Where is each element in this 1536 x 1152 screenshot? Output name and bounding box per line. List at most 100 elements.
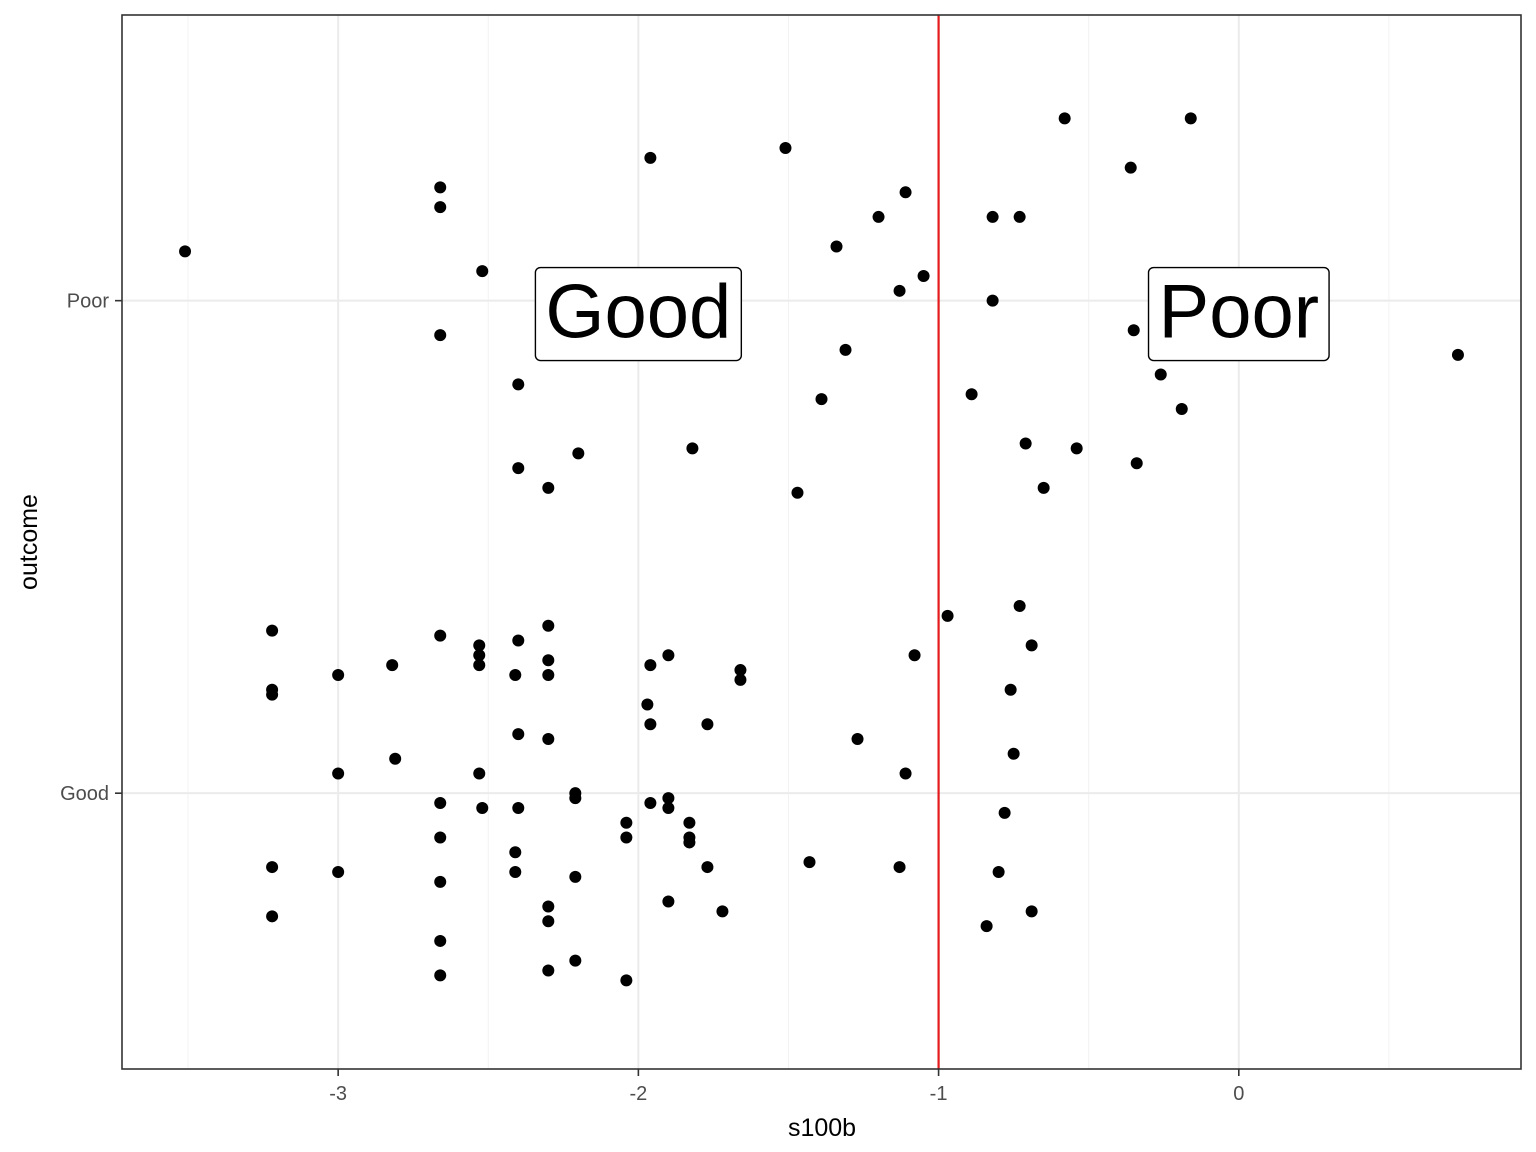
data-point [899, 186, 912, 199]
data-point [986, 210, 999, 223]
data-point [542, 481, 555, 494]
data-point [542, 654, 555, 667]
data-point [791, 486, 804, 499]
data-point [872, 210, 885, 223]
data-point [998, 806, 1011, 819]
y-axis: Good Poor [60, 291, 122, 805]
data-point [899, 767, 912, 780]
data-point [683, 836, 696, 849]
data-point [542, 733, 555, 746]
data-point [893, 284, 906, 297]
data-point [266, 910, 279, 923]
data-point [644, 797, 657, 810]
data-point [512, 728, 525, 741]
data-point [839, 343, 852, 356]
data-point [434, 629, 447, 642]
data-point [434, 329, 447, 342]
data-point [434, 831, 447, 844]
annotation-text: Poor [1159, 270, 1320, 355]
data-point [473, 639, 486, 652]
data-point [1070, 442, 1083, 455]
data-point [686, 442, 699, 455]
data-point [512, 634, 525, 647]
data-point [1175, 403, 1188, 416]
data-point [1451, 348, 1464, 361]
data-point [965, 388, 978, 401]
annotation-box [534, 266, 743, 362]
data-point [569, 870, 582, 883]
data-point [386, 659, 399, 672]
data-point [434, 181, 447, 194]
x-tick-label: -3 [329, 1083, 347, 1105]
annotation-box [1147, 266, 1330, 362]
data-point [644, 151, 657, 164]
data-point [620, 831, 633, 844]
data-point [1124, 161, 1137, 174]
data-point [1184, 112, 1197, 125]
data-point [620, 974, 633, 987]
data-point [1025, 639, 1038, 652]
data-point [572, 447, 585, 460]
annotation-text: Good [545, 270, 731, 355]
data-point [1154, 368, 1167, 381]
x-axis: -3 -2 -1 0 [329, 1069, 1244, 1105]
data-point [512, 462, 525, 475]
data-point [473, 649, 486, 662]
data-point [542, 964, 555, 977]
data-point [476, 265, 489, 278]
data-point [434, 875, 447, 888]
data-point [332, 767, 345, 780]
data-point [662, 801, 675, 814]
data-point [917, 270, 930, 283]
data-point [1004, 683, 1017, 696]
data-point [266, 688, 279, 701]
data-point [1058, 112, 1071, 125]
data-point [512, 801, 525, 814]
data-point [1025, 905, 1038, 918]
data-point [641, 698, 654, 711]
data-point [1130, 457, 1143, 470]
data-point [701, 861, 714, 874]
data-point [434, 797, 447, 810]
data-point [434, 934, 447, 947]
x-axis-title: s100b [788, 1114, 856, 1142]
data-point [1007, 747, 1020, 760]
data-point [734, 673, 747, 686]
data-point [332, 668, 345, 681]
annotation-good: Good [534, 266, 743, 362]
data-point [266, 624, 279, 637]
data-point [803, 856, 816, 869]
data-point [1013, 600, 1026, 613]
data-point [893, 861, 906, 874]
data-point [473, 659, 486, 672]
y-tick-label: Poor [67, 291, 110, 313]
data-point [476, 801, 489, 814]
data-point [542, 915, 555, 928]
data-point [734, 664, 747, 677]
y-axis-title: outcome [15, 494, 43, 590]
data-point [644, 718, 657, 731]
y-tick-label: Good [60, 783, 109, 805]
data-point [332, 865, 345, 878]
data-point [1019, 437, 1032, 450]
data-point [980, 920, 993, 933]
data-point [986, 294, 999, 307]
data-points [179, 112, 1464, 987]
data-point [851, 733, 864, 746]
data-point [434, 201, 447, 214]
data-point [941, 609, 954, 622]
data-point [683, 816, 696, 829]
data-point [542, 900, 555, 913]
data-point [815, 393, 828, 406]
x-tick-label: -2 [629, 1083, 647, 1105]
data-point [509, 668, 522, 681]
data-point [662, 649, 675, 662]
gridlines [122, 15, 1521, 1069]
data-point [662, 792, 675, 805]
data-point [992, 865, 1005, 878]
data-point [266, 861, 279, 874]
data-point [1127, 324, 1140, 337]
data-point [701, 718, 714, 731]
